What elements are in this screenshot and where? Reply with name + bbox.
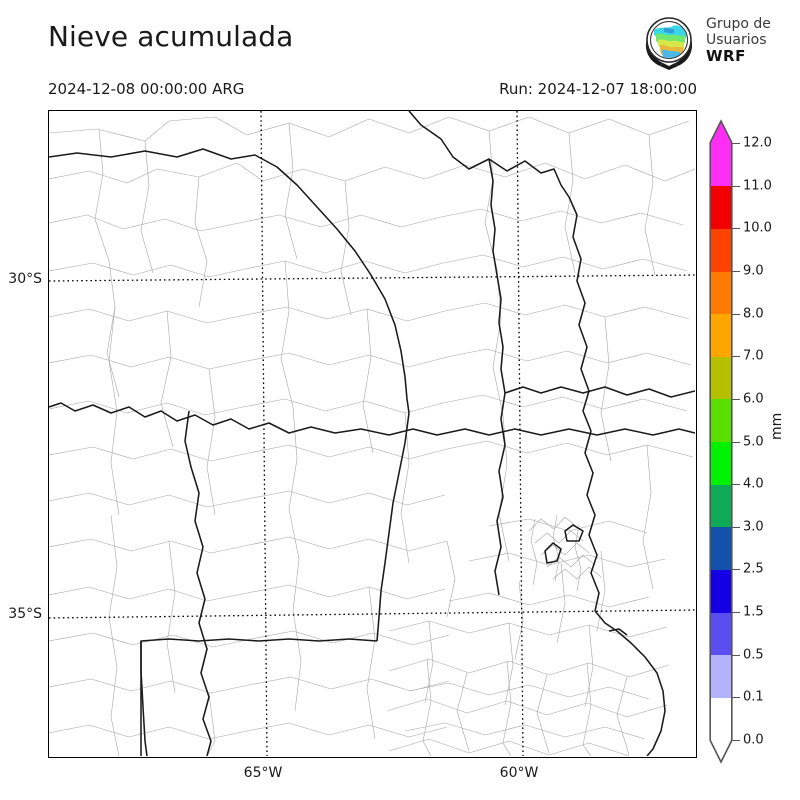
colorbar-tick	[732, 270, 740, 272]
logo: Grupo de Usuarios WRF	[640, 14, 792, 76]
colorbar-band	[710, 398, 732, 443]
valid-time-label: 2024-12-08 00:00:00 ARG	[48, 80, 245, 98]
wrf-globe-seal-icon	[640, 14, 698, 72]
colorbar-band	[710, 313, 732, 357]
colorbar-tick-label: 6.0	[743, 391, 764, 407]
colorbar-tick-label: 9.0	[743, 263, 764, 279]
colorbar[interactable]: 12.0 11.0 10.0 9.0 8.0 7.0 6.0 5.0 4.0 3.0 2.5 1.5 0…	[709, 110, 797, 770]
colorbar-tick-label: 12.0	[743, 135, 772, 151]
map-canvas[interactable]	[48, 110, 697, 758]
colorbar-tick	[732, 654, 740, 656]
colorbar-band	[710, 484, 732, 528]
logo-text: Grupo de Usuarios WRF	[706, 16, 771, 64]
colorbar-band	[710, 270, 732, 315]
colorbar-band	[710, 228, 732, 272]
colorbar-gradient	[710, 143, 732, 741]
x-axis-tick-label: 65°W	[243, 765, 283, 781]
colorbar-tick-label: 11.0	[743, 178, 772, 194]
logo-line-2: Usuarios	[706, 32, 767, 48]
department-boundaries	[49, 116, 695, 756]
province-boundaries	[49, 111, 695, 756]
x-axis-tick-label: 60°W	[499, 765, 539, 781]
colorbar-tick	[732, 484, 740, 486]
colorbar-tick	[732, 398, 740, 400]
colorbar-tick	[732, 313, 740, 315]
colorbar-units-label: mm	[769, 412, 785, 440]
colorbar-tick	[732, 569, 740, 571]
graticule	[49, 111, 695, 756]
colorbar-band	[710, 526, 732, 571]
colorbar-tick-label: 0.5	[743, 647, 764, 663]
y-axis-tick-label: 35°S	[8, 606, 42, 622]
colorbar-tick	[732, 441, 740, 443]
colorbar-band	[710, 185, 732, 229]
colorbar-band	[710, 697, 732, 741]
colorbar-band	[710, 356, 732, 400]
colorbar-band	[710, 143, 732, 187]
colorbar-tick	[732, 526, 740, 528]
map-vector-layers	[49, 111, 695, 756]
colorbar-tick-label: 7.0	[743, 348, 764, 364]
logo-line-3: WRF	[706, 47, 746, 65]
colorbar-band	[710, 569, 732, 613]
colorbar-tick	[732, 740, 740, 741]
colorbar-tick-label: 4.0	[743, 476, 764, 492]
colorbar-tick	[732, 185, 740, 187]
colorbar-tick-label: 2.5	[743, 561, 764, 577]
colorbar-tick-label: 3.0	[743, 519, 764, 535]
colorbar-tick-label: 10.0	[743, 220, 772, 236]
colorbar-tick-label: 0.1	[743, 689, 764, 705]
colorbar-band	[710, 612, 732, 656]
colorbar-tick-label: 1.5	[743, 604, 764, 620]
page-title: Nieve acumulada	[48, 20, 294, 53]
y-axis-tick-label: 30°S	[8, 271, 42, 287]
run-time-label: Run: 2024-12-07 18:00:00	[499, 80, 697, 98]
colorbar-tick	[732, 697, 740, 699]
colorbar-tick	[732, 612, 740, 614]
colorbar-tick-label: 8.0	[743, 306, 764, 322]
colorbar-tick	[732, 228, 740, 230]
colorbar-band	[710, 654, 732, 698]
colorbar-tick-label: 5.0	[743, 434, 764, 449]
colorbar-band	[710, 441, 732, 485]
colorbar-tick	[732, 143, 740, 144]
logo-line-1: Grupo de	[706, 16, 771, 32]
colorbar-tick-label: 0.0	[743, 732, 764, 748]
colorbar-tick	[732, 356, 740, 358]
